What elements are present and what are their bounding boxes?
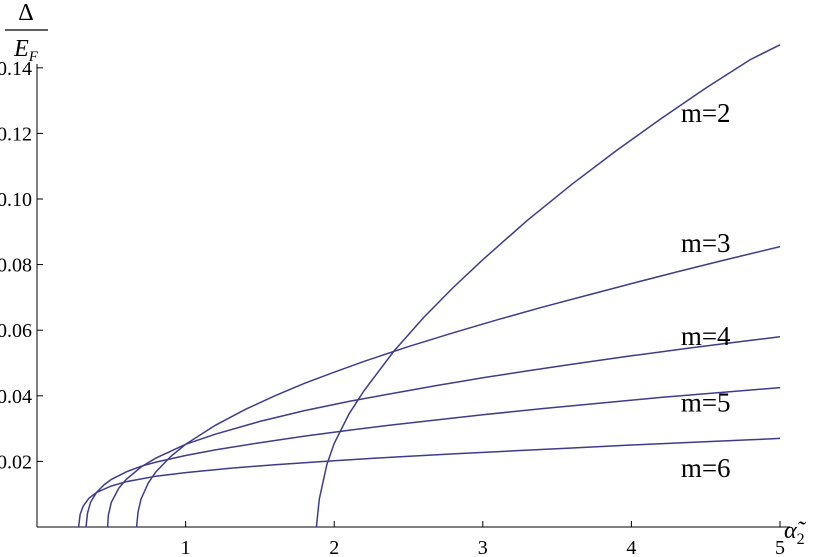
series-line-m-2 xyxy=(315,44,781,528)
series-line-m-6 xyxy=(77,437,781,528)
y-tick-label: 0.02 xyxy=(0,451,32,473)
x-axis-title: α̃2 xyxy=(784,518,807,548)
series-label-m-5: m=5 xyxy=(681,388,731,418)
series-line-m-5 xyxy=(85,386,781,528)
x-tick-label: 3 xyxy=(478,537,488,557)
series-line-m-4 xyxy=(106,336,781,528)
y-axis-title: Δ EF xyxy=(5,0,48,65)
y-tick-label: 0.06 xyxy=(0,320,32,342)
y-tick-label: 0.14 xyxy=(0,58,32,80)
x-tick-label: 2 xyxy=(329,537,339,557)
curve-labels: m=2 m=3 m=4 m=5 m=6 xyxy=(681,98,731,483)
series-layer xyxy=(77,44,781,528)
series-label-m-2: m=2 xyxy=(681,98,731,128)
y-axis-title-denominator-sub: F xyxy=(28,49,39,65)
x-tick-label: 4 xyxy=(626,537,636,557)
y-axis-title-numerator: Δ xyxy=(18,0,33,26)
y-axis-title-denominator: EF xyxy=(13,36,39,65)
axes: 1 2 3 4 5 0.02 0.04 0.06 0.08 0.10 0.12 0.14 xyxy=(0,58,790,557)
series-label-m-4: m=4 xyxy=(681,321,731,351)
x-axis-title-subscript: 2 xyxy=(797,531,805,548)
y-axis-title-denominator-main: E xyxy=(13,36,29,62)
y-tick-label: 0.10 xyxy=(0,189,32,211)
y-tick-label: 0.12 xyxy=(0,123,32,145)
y-tick-label: 0.08 xyxy=(0,255,32,277)
x-tick-label: 1 xyxy=(181,537,191,557)
series-label-m-3: m=3 xyxy=(681,228,731,258)
x-tick-label: 5 xyxy=(775,537,785,557)
y-tick-label: 0.04 xyxy=(0,386,32,408)
series-label-m-6: m=6 xyxy=(681,453,731,483)
